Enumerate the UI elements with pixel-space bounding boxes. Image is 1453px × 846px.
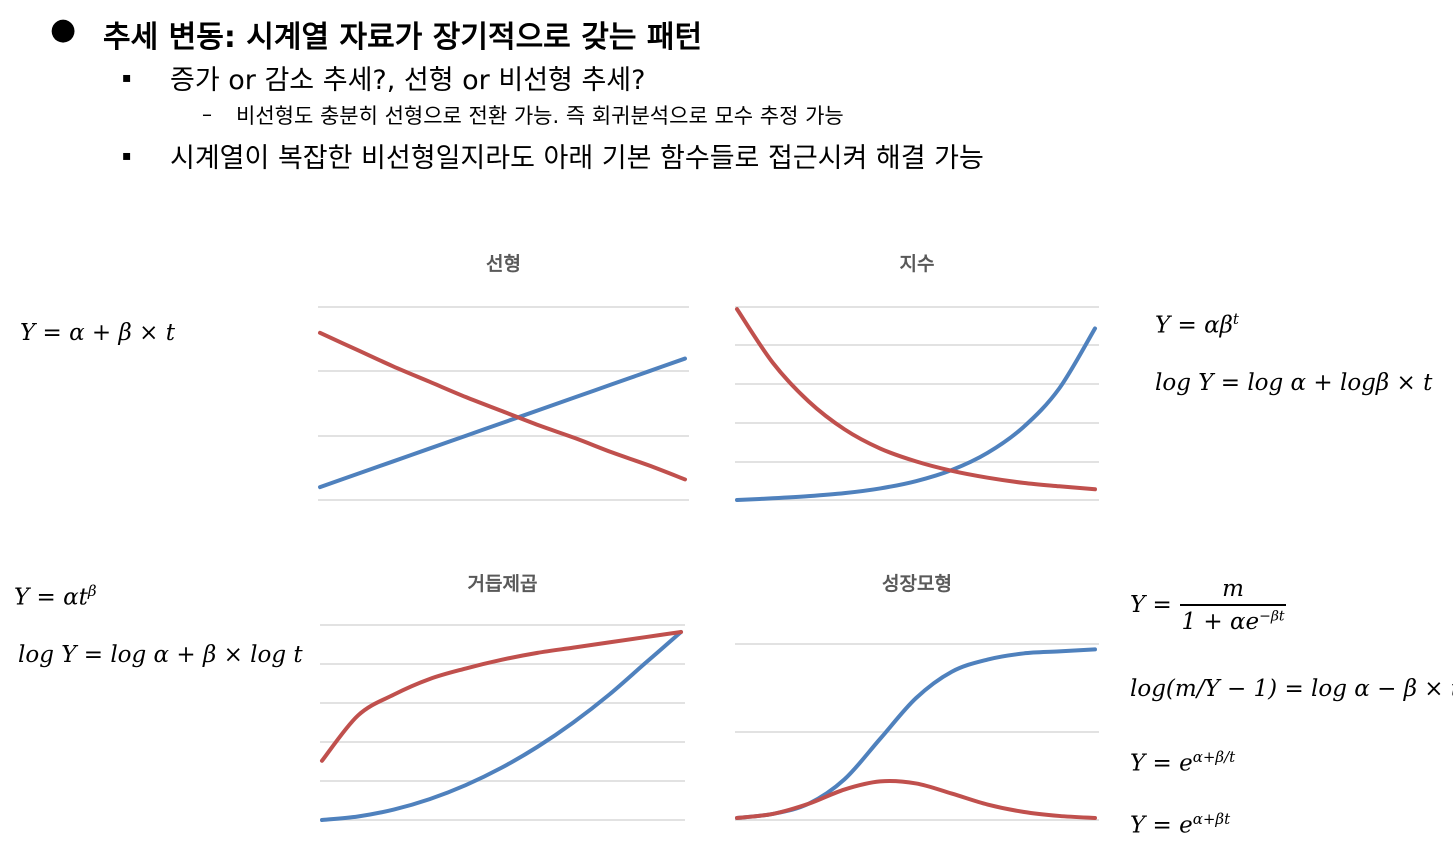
equation-growth-fraction: m 1 + αe−βt	[1180, 576, 1286, 635]
series-line-red	[318, 330, 687, 482]
equation-growth-gompertz: Y = eα+βt	[1130, 810, 1231, 839]
item-marker: ▪	[122, 70, 132, 86]
heading-bullet: ●	[50, 12, 77, 47]
heading-title: 추세 변동: 시계열 자료가 장기적으로 갖는 패턴	[103, 20, 703, 55]
item-marker: ▪	[122, 148, 132, 164]
equation-power: Y = αtβ	[14, 582, 97, 611]
item-trend-direction: 증가 or 감소 추세?, 선형 or 비선형 추세?	[170, 65, 646, 96]
series-line-blue	[735, 647, 1097, 820]
series-line-red	[735, 779, 1097, 820]
equation-exponential: Y = αβt	[1155, 310, 1239, 339]
equation-linear: Y = α + β × t	[20, 320, 175, 346]
item-basic-functions: 시계열이 복잡한 비선형일지라도 아래 기본 함수들로 접근시켜 해결 가능	[170, 143, 984, 174]
chart-exponential: 지수	[735, 253, 1099, 502]
equation-growth-log: log(m/Y − 1) = log α − β × t	[1130, 676, 1453, 702]
equation-growth-reciprocal: Y = eα+β/t	[1130, 748, 1236, 777]
series-line-blue	[320, 629, 683, 822]
sub-item-linearization: 비선형도 충분히 선형으로 전환 가능. 즉 회귀분석으로 모수 추정 가능	[236, 104, 844, 128]
growth-denominator: 1 + αe−βt	[1181, 608, 1285, 635]
chart-title: 거듭제곱	[468, 573, 538, 595]
sub-item-marker: –	[202, 102, 212, 126]
equation-power-log: log Y = log α + β × log t	[18, 642, 303, 668]
equation-growth-lhs: Y =	[1130, 592, 1172, 618]
growth-numerator: m	[1222, 576, 1244, 602]
chart-title: 성장모형	[882, 573, 952, 595]
chart-linear: 선형	[318, 253, 689, 501]
chart-growth: 성장모형	[735, 573, 1099, 821]
series-line-blue	[318, 356, 687, 490]
series-line-red	[735, 307, 1097, 492]
chart-title: 지수	[900, 253, 935, 275]
chart-power: 거듭제곱	[320, 573, 685, 822]
series-line-red	[320, 629, 683, 763]
equation-exponential-log: log Y = log α + logβ × t	[1155, 370, 1433, 396]
fraction-bar	[1180, 604, 1286, 606]
chart-title: 선형	[486, 253, 521, 275]
series-line-blue	[735, 326, 1097, 502]
